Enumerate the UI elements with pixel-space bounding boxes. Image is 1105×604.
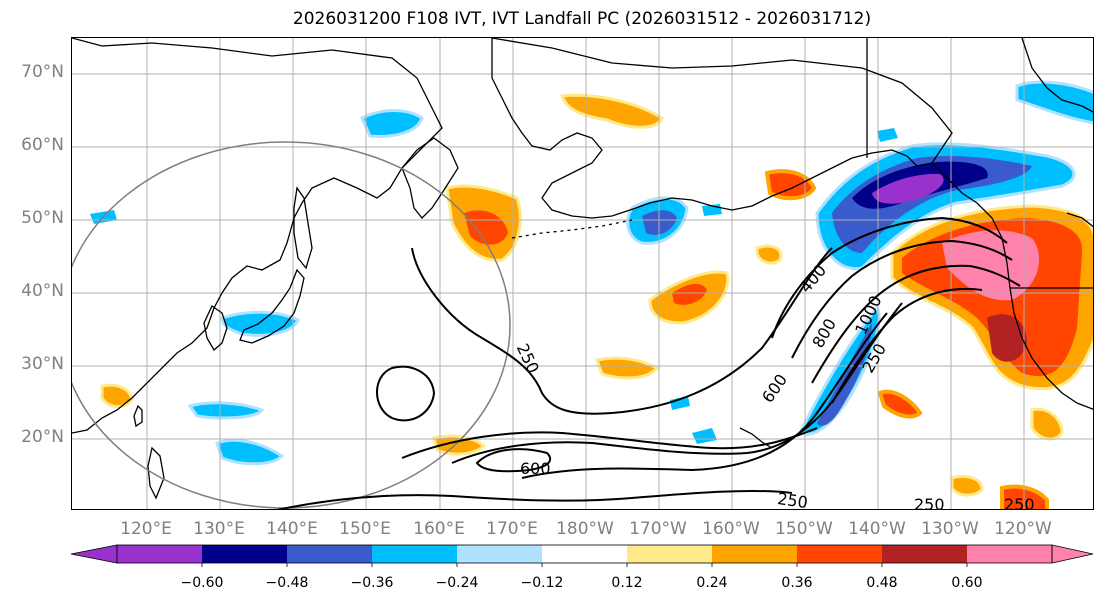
anomaly-region-siberia xyxy=(360,109,424,138)
contour-250-loop xyxy=(376,365,436,422)
anomaly-region-kamchatka-south-red xyxy=(464,210,508,245)
contour-label-250-c: 250 xyxy=(776,489,809,510)
coastline-philippines xyxy=(147,446,165,500)
lon-label-170w: 170°W xyxy=(629,519,687,539)
anomaly-region-subtropical-band-mid xyxy=(817,323,872,426)
anomaly-region-southeast xyxy=(1030,407,1064,441)
coastline-korea xyxy=(203,305,228,352)
coastline-japan xyxy=(239,268,305,344)
map-panel: 250 600 600 800 400 1000 250 250 250 250 xyxy=(71,37,1094,510)
colorbar-bin-4 xyxy=(457,545,542,563)
lon-label-130e: 130°E xyxy=(193,519,245,539)
coastline-hudson xyxy=(1021,38,1093,113)
lon-label-160e: 160°E xyxy=(413,519,465,539)
coastline-sakhalin xyxy=(293,186,313,270)
colorbar-tick-9: 0.60 xyxy=(951,575,983,591)
map-title: 2026031200 F108 IVT, IVT Landfall PC (20… xyxy=(292,9,872,29)
anomaly-region-small-4 xyxy=(692,428,717,444)
lat-label-60: 60°N xyxy=(21,135,64,155)
anomaly-region-small-5 xyxy=(877,128,898,142)
lon-label-170e: 170°E xyxy=(486,519,538,539)
colorbar-bin-3 xyxy=(372,545,457,563)
anomaly-region-south-china-sea xyxy=(187,401,265,420)
anomaly-region-gulf-alaska xyxy=(764,169,817,201)
coastlines xyxy=(72,38,1093,500)
graticule xyxy=(72,38,1093,509)
anomaly-region-hawaii-ne xyxy=(877,389,923,419)
anomaly-region-arctic-east xyxy=(1015,80,1093,125)
lon-label-180w: 180°W xyxy=(556,519,614,539)
colorbar-bin-10 xyxy=(967,545,1052,563)
contour-label-250-d: 250 xyxy=(914,495,945,510)
contour-north-band-4 xyxy=(831,287,983,404)
coastline-asia xyxy=(72,38,443,434)
colorbar-high-arrow xyxy=(1051,544,1094,564)
contour-north-band-2 xyxy=(791,239,1013,359)
contour-label-600-a: 600 xyxy=(520,459,551,478)
anomaly-region-alaska-panhandle-purple xyxy=(872,173,944,204)
lon-label-130w: 130°W xyxy=(921,519,979,539)
anomaly-region-south-pacific-east xyxy=(950,475,984,497)
lat-label-70: 70°N xyxy=(21,62,64,82)
colorbar-tick-8: 0.48 xyxy=(866,575,898,591)
colorbar-tick-2: −0.36 xyxy=(350,575,394,591)
colorbar-low-arrow xyxy=(70,544,118,564)
colorbar-tick-6: 0.24 xyxy=(696,575,728,591)
coastline-kamchatka xyxy=(401,137,459,219)
colorbar-bin-9 xyxy=(882,545,967,563)
anomaly-region-alaska-north xyxy=(559,93,664,129)
colorbar-tick-4: −0.12 xyxy=(520,575,564,591)
lon-label-150w: 150°W xyxy=(775,519,833,539)
colorbar-bin-6 xyxy=(627,545,712,563)
colorbar-bin-2 xyxy=(287,545,372,563)
coastline-alaska xyxy=(491,38,953,219)
coastline-north-america-border xyxy=(866,38,1093,289)
colorbar-bin-1 xyxy=(202,545,287,563)
colorbar-outline xyxy=(116,544,1053,564)
contour-label-250-e: 250 xyxy=(1004,495,1035,510)
anomaly-region-small-3 xyxy=(670,396,690,410)
anomaly-region-subtropical xyxy=(595,356,660,380)
colorbar-tick-7: 0.36 xyxy=(781,575,813,591)
lat-label-40: 40°N xyxy=(21,281,64,301)
anomaly-region-philippine-sea xyxy=(100,383,134,408)
positive-anomaly-regions xyxy=(100,93,1093,509)
contour-north-band-1 xyxy=(771,216,1008,339)
contour-north-band-3 xyxy=(811,264,1021,384)
lon-label-140e: 140°E xyxy=(266,519,318,539)
colorbar-tick-0: −0.60 xyxy=(180,575,224,591)
lon-label-150e: 150°E xyxy=(339,519,391,539)
colorbar-bin-8 xyxy=(797,545,882,563)
anomaly-region-midpacific-south xyxy=(755,244,783,265)
colorbar-bin-5 xyxy=(542,545,627,563)
lat-label-30: 30°N xyxy=(21,354,64,374)
contour-250-bottom xyxy=(276,489,793,509)
colorbar-bin-7 xyxy=(712,545,797,563)
lon-label-140w: 140°W xyxy=(848,519,906,539)
colorbar-tick-1: −0.48 xyxy=(265,575,309,591)
anomaly-region-ryukyu xyxy=(215,438,285,466)
contour-250-south xyxy=(401,427,818,459)
contour-600-outer xyxy=(451,302,903,464)
lon-label-120w: 120°W xyxy=(994,519,1052,539)
anomaly-region-central-pacific-red xyxy=(672,283,707,305)
colorbar-tick-5: 0.12 xyxy=(611,575,643,591)
anomaly-region-west-us-dark xyxy=(987,314,1027,362)
coastline-taiwan xyxy=(133,404,143,428)
map-canvas: 250 600 600 800 400 1000 250 250 250 250 xyxy=(72,38,1093,510)
ivt-contours xyxy=(276,216,1021,509)
contour-600-inner xyxy=(475,448,552,473)
colorbar-bin-0 xyxy=(117,545,202,563)
lat-label-50: 50°N xyxy=(21,208,64,228)
lon-label-160w: 160°W xyxy=(702,519,760,539)
lon-label-120e: 120°E xyxy=(120,519,172,539)
colorbar-tick-3: −0.24 xyxy=(435,575,479,591)
lat-label-20: 20°N xyxy=(21,427,64,447)
contour-800 xyxy=(521,312,888,479)
